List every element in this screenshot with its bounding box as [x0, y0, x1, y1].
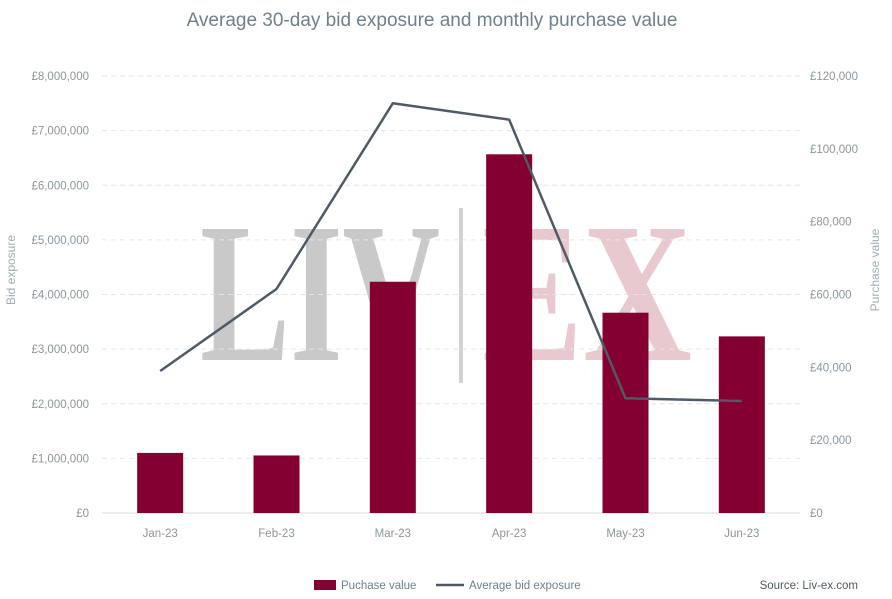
- left-tick-label: £3,000,000: [31, 344, 89, 356]
- left-tick-label: £0: [76, 508, 89, 520]
- legend: Puchase value Average bid exposure: [314, 580, 581, 592]
- chart-title: Average 30-day bid exposure and monthly …: [187, 10, 678, 31]
- left-tick-label: £8,000,000: [31, 71, 89, 83]
- right-tick-label: £60,000: [810, 290, 852, 302]
- bid-exposure-line-group: [159, 102, 742, 403]
- source-note: Source: Liv-ex.com: [760, 580, 858, 592]
- bar-feb-23: [253, 455, 300, 513]
- gridlines: [102, 75, 800, 514]
- right-axis-title: Purchase value: [868, 228, 882, 311]
- legend-swatch-purchase: [314, 580, 336, 590]
- purchase-value-bars: [137, 154, 765, 513]
- left-tick-label: £5,000,000: [31, 235, 89, 247]
- legend-label-bid: Average bid exposure: [469, 580, 581, 592]
- x-tick-label: Jan-23: [143, 528, 178, 540]
- left-tick-label: £6,000,000: [31, 180, 89, 192]
- right-axis-ticks: £0 £20,000 £40,000 £60,000 £80,000 £100,000 £1…: [810, 71, 858, 520]
- left-tick-label: £4,000,000: [31, 290, 89, 302]
- right-tick-label: £80,000: [810, 217, 852, 229]
- bar-may-23: [602, 312, 649, 513]
- x-tick-label: May-23: [606, 528, 644, 540]
- left-tick-label: £1,000,000: [31, 453, 89, 465]
- right-tick-label: £20,000: [810, 435, 852, 447]
- bar-apr-23: [486, 154, 533, 513]
- right-tick-label: £40,000: [810, 362, 852, 374]
- left-tick-label: £2,000,000: [31, 399, 89, 411]
- bar-jan-23: [137, 452, 184, 513]
- bar-jun-23: [718, 336, 765, 513]
- right-tick-label: £0: [810, 508, 823, 520]
- right-tick-label: £100,000: [810, 144, 858, 156]
- x-tick-label: Jun-23: [724, 528, 759, 540]
- x-tick-label: Feb-23: [258, 528, 294, 540]
- legend-label-purchase: Puchase value: [341, 580, 416, 592]
- right-tick-label: £120,000: [810, 71, 858, 83]
- bar-mar-23: [369, 281, 416, 513]
- left-axis-ticks: £0 £1,000,000 £2,000,000 £3,000,000 £4,000,0…: [31, 71, 89, 520]
- x-tick-label: Apr-23: [492, 528, 527, 540]
- x-tick-label: Mar-23: [375, 528, 411, 540]
- left-axis-title: Bid exposure: [4, 235, 18, 305]
- left-tick-label: £7,000,000: [31, 126, 89, 138]
- x-axis-ticks: Jan-23 Feb-23 Mar-23 Apr-23 May-23 Jun-23: [143, 528, 760, 540]
- bid-exposure-line: [159, 102, 742, 403]
- watermark-divider: [459, 208, 463, 383]
